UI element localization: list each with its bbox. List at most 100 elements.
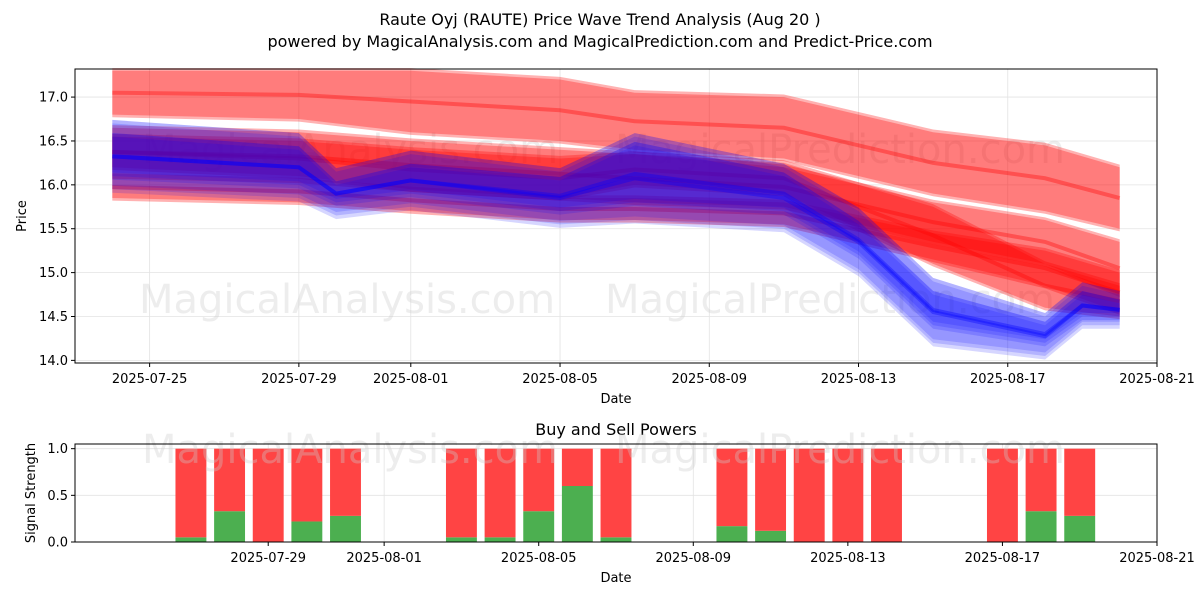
price-band-blue-6 bbox=[112, 136, 1120, 343]
price-band-center-red-4 bbox=[112, 149, 1121, 304]
price-band-center-blue-5 bbox=[112, 154, 1120, 339]
price-watermarks: MagicalAnalysis.com MagicalPrediction.co… bbox=[139, 127, 1065, 323]
buy-bar bbox=[445, 537, 477, 542]
price-y-tick-label: 14.5 bbox=[39, 310, 68, 325]
price-x-tick-label: 2025-08-01 bbox=[373, 372, 449, 387]
sell-bar bbox=[214, 448, 246, 512]
price-x-tick-label: 2025-08-09 bbox=[671, 372, 747, 387]
signal-y-tick-label: 1.0 bbox=[47, 442, 68, 457]
price-y-ticks: 14.0 14.5 15.0 15.5 16.0 16.5 17.0 bbox=[39, 91, 75, 369]
sell-bar bbox=[523, 448, 555, 512]
sell-bar bbox=[1064, 448, 1096, 516]
price-band-blue-6 bbox=[112, 133, 1120, 340]
signal-x-tick-label: 2025-08-13 bbox=[810, 551, 886, 566]
sell-bar bbox=[175, 448, 207, 538]
signal-title: Buy and Sell Powers bbox=[535, 420, 697, 439]
price-x-tick-label: 2025-07-25 bbox=[112, 372, 188, 387]
sell-bar bbox=[600, 448, 632, 538]
signal-axes-frame bbox=[74, 443, 1158, 543]
price-band-center-red-3 bbox=[112, 185, 1121, 295]
buy-bar bbox=[523, 511, 555, 542]
signal-y-tick-label: 0.0 bbox=[47, 536, 68, 551]
sell-bar bbox=[1025, 448, 1057, 512]
price-band-red-2 bbox=[112, 125, 1120, 298]
buy-bar bbox=[600, 537, 632, 542]
price-x-tick-label: 2025-08-13 bbox=[821, 372, 897, 387]
signal-y-tick-label: 0.5 bbox=[47, 489, 68, 504]
signal-x-tick-label: 2025-07-29 bbox=[230, 551, 306, 566]
price-band-red-1 bbox=[112, 68, 1120, 232]
price-band-blue-6 bbox=[112, 133, 1120, 347]
buy-bar bbox=[175, 537, 207, 542]
buy-bar bbox=[330, 515, 361, 542]
price-x-ticks: 2025-07-25 2025-07-29 2025-08-01 2025-08-05… bbox=[112, 363, 1195, 387]
price-y-tick-label: 16.0 bbox=[39, 178, 68, 193]
price-band-red-4 bbox=[112, 136, 1120, 317]
signal-bars bbox=[175, 448, 1096, 542]
price-axes-frame bbox=[74, 68, 1158, 364]
buy-bar bbox=[1064, 515, 1096, 542]
signal-x-tick-label: 2025-08-17 bbox=[965, 551, 1041, 566]
signal-y-ticks: 0.0 0.5 1.0 bbox=[47, 442, 75, 551]
price-grid bbox=[75, 69, 1158, 363]
sell-bar bbox=[445, 448, 477, 538]
price-x-axis-label: Date bbox=[600, 392, 631, 407]
price-band-red-2 bbox=[112, 127, 1120, 295]
price-y-tick-label: 15.0 bbox=[39, 266, 68, 281]
signal-panel: Buy and Sell Powers MagicalAnalysis.com … bbox=[24, 420, 1195, 586]
price-y-tick-label: 15.5 bbox=[39, 222, 68, 237]
sell-bar bbox=[716, 448, 748, 527]
price-band-red-3 bbox=[112, 173, 1120, 315]
price-bands bbox=[112, 68, 1121, 360]
sell-bar bbox=[755, 448, 787, 531]
buy-bar bbox=[1025, 511, 1057, 542]
watermark-analysis-upper: MagicalAnalysis.com bbox=[142, 127, 558, 173]
price-x-tick-label: 2025-08-17 bbox=[970, 372, 1046, 387]
sell-bar bbox=[330, 448, 361, 516]
price-y-axis-label: Price bbox=[15, 200, 30, 232]
sell-bar bbox=[793, 448, 825, 542]
buy-bar bbox=[755, 530, 787, 542]
sell-bar bbox=[252, 448, 284, 542]
signal-x-ticks: 2025-07-29 2025-08-01 2025-08-05 2025-08-09… bbox=[230, 542, 1195, 566]
price-x-tick-label: 2025-07-29 bbox=[261, 372, 337, 387]
signal-x-axis-label: Date bbox=[600, 571, 631, 586]
price-band-blue-5 bbox=[112, 119, 1120, 353]
watermark-prediction-lower: MagicalPrediction.com bbox=[615, 427, 1065, 473]
sell-bar bbox=[484, 448, 516, 538]
price-band-red-3 bbox=[112, 176, 1120, 313]
price-y-tick-label: 14.0 bbox=[39, 354, 68, 369]
price-wave-panel: MagicalAnalysis.com MagicalPrediction.co… bbox=[15, 68, 1195, 407]
buy-bar bbox=[484, 537, 516, 542]
price-band-center-red-2 bbox=[112, 149, 1121, 271]
sell-bar bbox=[832, 448, 864, 542]
sell-bar bbox=[871, 448, 902, 542]
price-x-tick-label: 2025-08-21 bbox=[1119, 372, 1195, 387]
price-band-red-4 bbox=[112, 133, 1120, 320]
signal-x-tick-label: 2025-08-01 bbox=[346, 551, 422, 566]
buy-bar bbox=[214, 511, 246, 542]
signal-x-tick-label: 2025-08-09 bbox=[656, 551, 732, 566]
price-y-tick-label: 17.0 bbox=[39, 91, 68, 106]
watermark-prediction-upper: MagicalPrediction.com bbox=[615, 127, 1065, 173]
watermark-analysis-middle: MagicalAnalysis.com bbox=[139, 277, 555, 323]
price-band-blue-5 bbox=[112, 123, 1120, 356]
sell-bar bbox=[561, 448, 593, 486]
price-x-tick-label: 2025-08-05 bbox=[522, 372, 598, 387]
price-band-center-blue-6 bbox=[112, 154, 1120, 337]
sell-bar bbox=[291, 448, 323, 522]
watermark-prediction-middle: MagicalPrediction.com bbox=[605, 277, 1055, 323]
signal-y-axis-label: Signal Strength bbox=[24, 443, 39, 543]
sell-bar bbox=[986, 448, 1018, 542]
signal-x-tick-label: 2025-08-05 bbox=[501, 551, 577, 566]
chart-title: Raute Oyj (RAUTE) Price Wave Trend Analy… bbox=[379, 10, 820, 29]
buy-bar bbox=[716, 526, 748, 542]
watermark-analysis-lower: MagicalAnalysis.com bbox=[142, 427, 558, 473]
price-band-center-red-1 bbox=[112, 90, 1121, 200]
price-band-red-1 bbox=[112, 70, 1120, 229]
chart-subtitle: powered by MagicalAnalysis.com and Magic… bbox=[267, 32, 932, 51]
signal-x-tick-label: 2025-08-21 bbox=[1119, 551, 1195, 566]
price-band-blue-5 bbox=[112, 119, 1120, 360]
price-y-tick-label: 16.5 bbox=[39, 134, 68, 149]
